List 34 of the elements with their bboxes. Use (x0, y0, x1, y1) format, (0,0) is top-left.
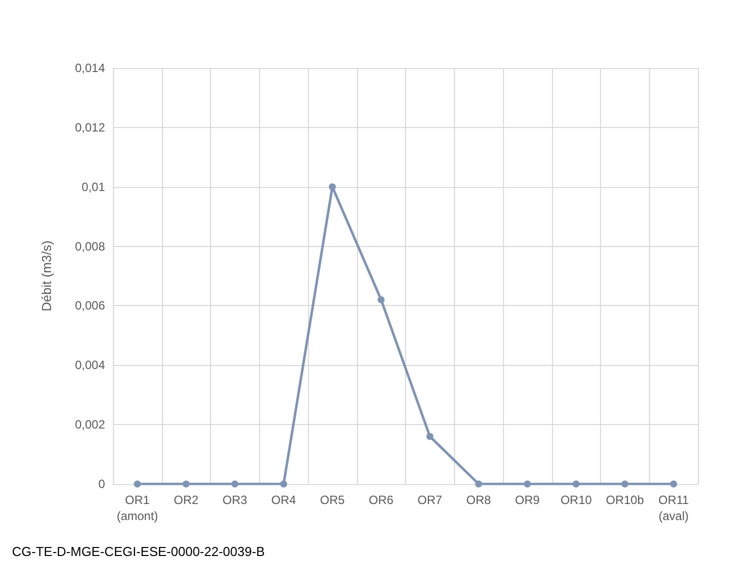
y-tick-label: 0,014 (74, 61, 106, 75)
y-tick-label: 0,008 (74, 239, 106, 254)
y-tick-label: 0,004 (74, 358, 106, 372)
point (524, 480, 531, 488)
x-tick-label: OR4 (271, 493, 296, 507)
text: CG-TE-D-MGE-CEGI-ESE-0000-22-0039-B (12, 544, 265, 559)
y-tick-label: 0,006 (74, 298, 106, 313)
point (670, 480, 678, 488)
point (378, 296, 385, 304)
point (572, 480, 580, 488)
x-tick-label: OR10b (606, 493, 644, 507)
y-tick-label: 0 (98, 477, 106, 491)
x-tick-label: OR7 (418, 493, 443, 507)
y-tick-label: 0,002 (74, 418, 106, 432)
x-tick-label: OR5 (320, 493, 346, 507)
x-tick-label: OR6 (368, 493, 394, 507)
y-axis-title: Débit (m3/s) (39, 240, 54, 312)
x-tick-label: OR1 (amont) (116, 493, 158, 523)
point (280, 480, 288, 488)
point (134, 480, 141, 488)
x-tick-label: OR10 (560, 493, 592, 507)
x-tick-label: OR9 (515, 493, 540, 507)
x-tick-label: OR2 (174, 493, 199, 507)
point (182, 480, 190, 488)
point (231, 480, 238, 488)
y-tick-label: 0,012 (74, 120, 106, 134)
x-tick-label: OR11 (aval) (658, 493, 690, 523)
point (328, 183, 336, 190)
x-tick-label: OR3 (222, 493, 248, 507)
point (426, 432, 434, 440)
x-tick-label: OR8 (466, 493, 492, 507)
point (621, 480, 628, 488)
y-tick-label: 0,01 (82, 180, 106, 194)
point (475, 480, 482, 488)
